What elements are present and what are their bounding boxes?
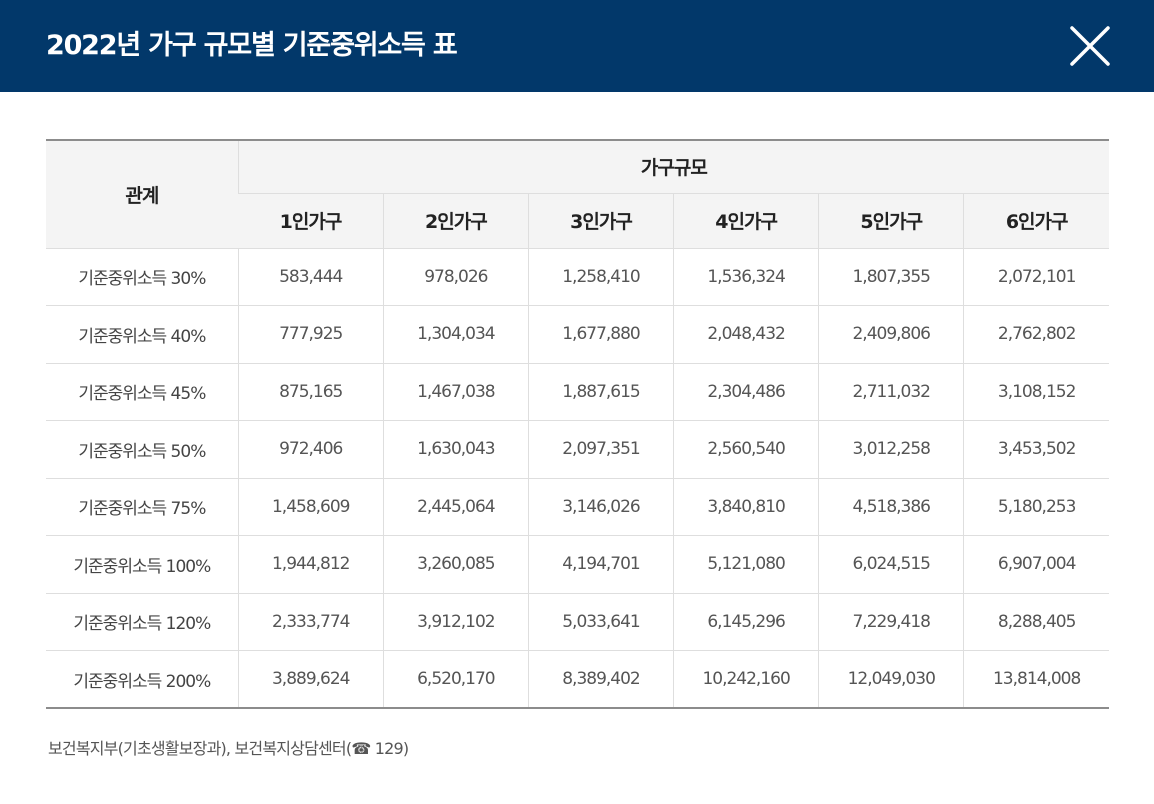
column-header: 2인가구	[382, 193, 529, 249]
row-label: 기준중위소득 30%	[46, 248, 239, 306]
close-icon	[1070, 26, 1110, 66]
income-cell: 3,260,085	[382, 535, 529, 594]
income-cell: 1,677,880	[527, 305, 674, 364]
income-cell: 2,445,064	[382, 478, 529, 536]
table-row: 기준중위소득 45% 875,165 1,467,038 1,887,615 2,304…	[46, 363, 1109, 421]
income-cell: 1,536,324	[673, 248, 819, 306]
column-header: 6인가구	[963, 193, 1109, 249]
income-cell: 8,288,405	[963, 593, 1109, 651]
income-cell: 1,887,615	[527, 363, 674, 421]
row-label: 기준중위소득 75%	[46, 478, 239, 536]
income-cell: 4,518,386	[818, 478, 964, 536]
household-size-header: 가구규모	[237, 140, 1109, 194]
close-button[interactable]	[1066, 22, 1114, 70]
table-row: 기준중위소득 100% 1,944,812 3,260,085 4,194,701 5,…	[46, 535, 1109, 594]
income-cell: 2,762,802	[963, 305, 1109, 364]
phone-icon: ☎	[351, 739, 371, 758]
column-header: 5인가구	[818, 193, 964, 249]
row-label: 기준중위소득 45%	[46, 363, 239, 421]
income-cell: 6,907,004	[963, 535, 1109, 594]
income-cell: 7,229,418	[818, 593, 964, 651]
income-cell: 583,444	[237, 248, 384, 306]
income-cell: 1,467,038	[382, 363, 529, 421]
income-table-container: 관계 가구규모 1인가구 2인가구 3인가구 4인가구 5인가구 6인가구 기준중위소득 …	[46, 139, 1109, 709]
income-cell: 5,033,641	[527, 593, 674, 651]
income-cell: 1,304,034	[382, 305, 529, 364]
income-cell: 6,024,515	[818, 535, 964, 594]
income-cell: 8,389,402	[527, 650, 674, 709]
income-cell: 10,242,160	[673, 650, 819, 709]
row-label: 기준중위소득 100%	[46, 535, 239, 594]
income-cell: 875,165	[237, 363, 384, 421]
column-header: 4인가구	[673, 193, 819, 249]
income-cell: 978,026	[382, 248, 529, 306]
income-cell: 3,889,624	[237, 650, 384, 709]
income-cell: 5,121,080	[673, 535, 819, 594]
income-cell: 3,108,152	[963, 363, 1109, 421]
income-cell: 13,814,008	[963, 650, 1109, 709]
column-header: 3인가구	[527, 193, 674, 249]
income-cell: 2,409,806	[818, 305, 964, 364]
income-cell: 1,258,410	[527, 248, 674, 306]
income-cell: 6,145,296	[673, 593, 819, 651]
table-row: 기준중위소득 50% 972,406 1,630,043 2,097,351 2,560…	[46, 420, 1109, 479]
row-label: 기준중위소득 200%	[46, 650, 239, 709]
income-cell: 972,406	[237, 420, 384, 479]
income-cell: 3,012,258	[818, 420, 964, 479]
income-cell: 2,333,774	[237, 593, 384, 651]
table-row: 기준중위소득 75% 1,458,609 2,445,064 3,146,026 3,8…	[46, 478, 1109, 536]
table-row: 기준중위소득 120% 2,333,774 3,912,102 5,033,641 6,…	[46, 593, 1109, 651]
phone-number: 129)	[370, 739, 409, 758]
income-cell: 3,453,502	[963, 420, 1109, 479]
row-label: 기준중위소득 50%	[46, 420, 239, 479]
income-cell: 1,630,043	[382, 420, 529, 479]
relation-header: 관계	[46, 140, 239, 249]
income-cell: 2,711,032	[818, 363, 964, 421]
income-cell: 4,194,701	[527, 535, 674, 594]
income-cell: 2,072,101	[963, 248, 1109, 306]
row-label: 기준중위소득 120%	[46, 593, 239, 651]
income-cell: 1,458,609	[237, 478, 384, 536]
source-text: 보건복지부(기초생활보장과), 보건복지상담센터(	[48, 739, 352, 758]
income-cell: 1,944,812	[237, 535, 384, 594]
column-header: 1인가구	[238, 193, 384, 249]
income-table: 관계 가구규모 1인가구 2인가구 3인가구 4인가구 5인가구 6인가구 기준중위소득 …	[46, 139, 1109, 709]
income-cell: 3,912,102	[382, 593, 529, 651]
modal-header: 2022년 가구 규모별 기준중위소득 표	[0, 0, 1154, 92]
table-row: 기준중위소득 40% 777,925 1,304,034 1,677,880 2,048…	[46, 305, 1109, 364]
income-cell: 5,180,253	[963, 478, 1109, 536]
income-cell: 1,807,355	[818, 248, 964, 306]
source-note: 보건복지부(기초생활보장과), 보건복지상담센터(☎ 129)	[48, 735, 409, 759]
income-cell: 6,520,170	[382, 650, 529, 709]
income-cell: 2,097,351	[527, 420, 674, 479]
modal-title: 2022년 가구 규모별 기준중위소득 표	[46, 30, 458, 61]
table-row: 기준중위소득 200% 3,889,624 6,520,170 8,389,402 10…	[46, 650, 1109, 709]
income-cell: 3,840,810	[673, 478, 819, 536]
income-cell: 2,560,540	[673, 420, 819, 479]
income-cell: 2,048,432	[673, 305, 819, 364]
row-label: 기준중위소득 40%	[46, 305, 239, 364]
income-cell: 3,146,026	[527, 478, 674, 536]
table-row: 기준중위소득 30% 583,444 978,026 1,258,410 1,536,3…	[46, 248, 1109, 306]
income-cell: 2,304,486	[673, 363, 819, 421]
income-cell: 777,925	[237, 305, 384, 364]
income-cell: 12,049,030	[818, 650, 964, 709]
